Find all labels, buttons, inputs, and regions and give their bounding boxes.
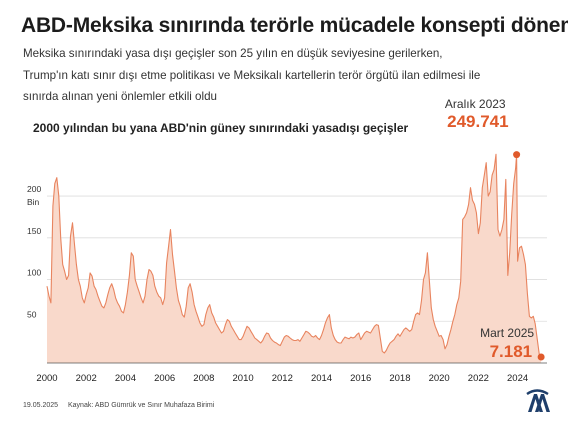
x-tick-label: 2008 <box>193 373 214 384</box>
series-area <box>47 154 542 363</box>
peak-annotation-value: 249.741 <box>447 112 508 131</box>
y-tick-label: 50 <box>27 309 37 319</box>
subtitle-line-3: sınırda alınan yeni önlemler etkili oldu <box>23 90 217 103</box>
x-tick-label: 2004 <box>115 373 136 384</box>
series-line <box>46 153 542 358</box>
x-tick-label: 2018 <box>389 373 410 384</box>
x-tick-label: 2010 <box>233 373 254 384</box>
subtitle: Meksika sınırındaki yasa dışı geçişler s… <box>23 43 543 108</box>
x-tick-label: 2020 <box>429 373 450 384</box>
y-tick-label: 200 <box>27 184 41 194</box>
subtitle-line-1: Meksika sınırındaki yasa dışı geçişler s… <box>23 47 443 60</box>
peak-annotation-label: Aralık 2023 <box>445 97 506 111</box>
subtitle-line-2: Trump'ın katı sınır dışı etme politikası… <box>23 68 481 82</box>
footer-date: 19.05.2025 <box>23 402 59 409</box>
x-tick-label: 2016 <box>350 373 371 384</box>
y-tick-label: 100 <box>27 268 41 278</box>
peak-point-marker <box>513 151 521 159</box>
page-title: ABD-Meksika sınırında terörle mücadele k… <box>21 14 568 37</box>
footer-source: Kaynak: ABD Gümrük ve Sınır Muhafaza Bir… <box>68 402 215 409</box>
x-tick-label: 2022 <box>468 373 489 384</box>
latest-point-marker <box>537 353 545 361</box>
y-unit-label: Bin <box>27 197 40 207</box>
x-tick-label: 2002 <box>76 373 97 384</box>
aa-agency-logo-icon <box>526 389 550 412</box>
latest-annotation-value: 7.181 <box>490 342 533 361</box>
x-tick-label: 2006 <box>154 373 175 384</box>
x-tick-label: 2024 <box>507 373 528 384</box>
x-tick-label: 2000 <box>36 373 57 384</box>
chart-title: 2000 yılından bu yana ABD'nin güney sını… <box>33 121 409 135</box>
latest-annotation-label: Mart 2025 <box>480 326 534 340</box>
x-tick-label: 2014 <box>311 373 332 384</box>
x-tick-label: 2012 <box>272 373 293 384</box>
y-tick-label: 150 <box>27 226 41 236</box>
